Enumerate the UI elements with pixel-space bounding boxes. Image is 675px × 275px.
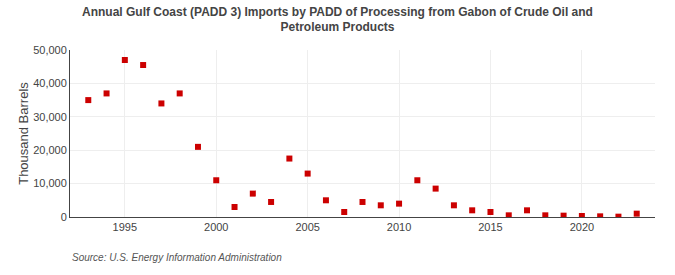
svg-text:2015: 2015 (478, 221, 502, 233)
svg-text:2020: 2020 (570, 221, 594, 233)
svg-text:2010: 2010 (387, 221, 411, 233)
svg-text:2000: 2000 (204, 221, 228, 233)
svg-text:40,000: 40,000 (33, 77, 67, 89)
svg-text:30,000: 30,000 (33, 111, 67, 123)
svg-text:20,000: 20,000 (33, 144, 67, 156)
svg-text:50,000: 50,000 (33, 44, 67, 56)
svg-text:Source: U.S. Energy Informatio: Source: U.S. Energy Information Administ… (72, 252, 282, 263)
svg-text:10,000: 10,000 (33, 177, 67, 189)
svg-text:2005: 2005 (295, 221, 319, 233)
svg-text:1995: 1995 (113, 221, 137, 233)
svg-text:Thousand Barrels: Thousand Barrels (16, 82, 31, 185)
svg-text:0: 0 (61, 211, 67, 223)
svg-text:Annual Gulf Coast (PADD 3) Imp: Annual Gulf Coast (PADD 3) Imports by PA… (82, 5, 593, 35)
